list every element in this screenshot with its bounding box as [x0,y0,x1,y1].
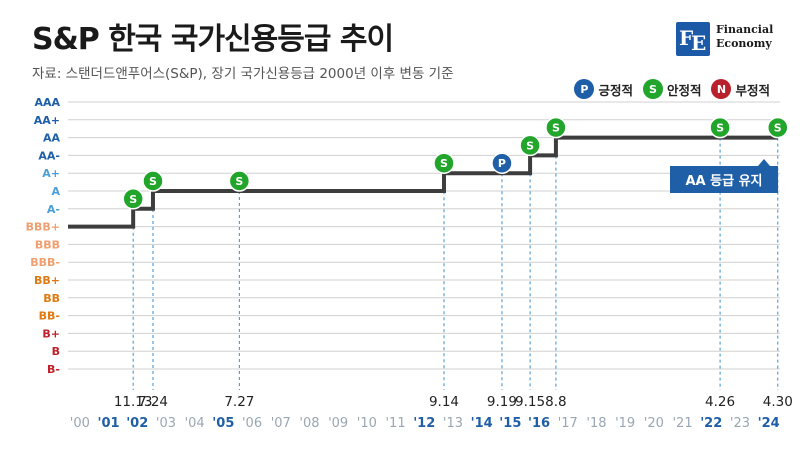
outlook-marker-label: S [129,193,137,206]
outlook-marker-icon [767,116,789,139]
legend-label: 긍정적 [598,82,633,98]
brand-name-line1: Financial [716,23,774,36]
x-year-label: '20 [644,416,664,431]
brand-logo: F E Financial Economy [676,22,786,58]
x-year-label: '12 [413,416,435,431]
x-year-label: '05 [212,416,234,431]
event-date-label: 4.30 [763,394,793,410]
x-year-label: '04 [185,416,205,431]
event-date-label: 7.27 [224,394,254,410]
x-year-label: '15 [499,416,521,431]
event-date-label: 7.24 [138,394,168,410]
y-tick-label: AA+ [34,114,60,127]
outlook-marker-icon [122,188,144,210]
outlook-marker-label: S [552,122,560,135]
x-year-label: '19 [615,416,635,431]
x-year-label: '02 [126,416,148,431]
brand-name: Financial Economy [716,23,773,51]
positive-outlook-icon: P [574,79,595,99]
rating-step-line [68,135,778,229]
x-year-label: '07 [271,416,291,431]
outlook-marker-icon [142,170,164,192]
stable-outlook-icon: S [642,79,663,99]
y-tick-label: BBB+ [26,221,60,234]
page-subtitle: 자료: 스탠더드앤푸어스(S&P), 장기 국가신용등급 2000년 이후 변동… [32,66,454,82]
callout-aa-maintained: AA 등급 유지 [670,159,778,193]
x-year-label: '03 [156,416,176,431]
outlook-marker-icon [433,152,455,174]
y-tick-label: A- [47,203,60,216]
y-tick-label: AAA [34,96,60,109]
brand-name-line2: Economy [716,37,772,50]
outlook-marker-icon [519,134,541,157]
outlook-marker-label: S [440,157,448,170]
outlook-marker-icon [709,116,731,139]
x-year-label: '08 [299,416,319,431]
legend-item-positive: P 긍정적 [574,79,633,99]
y-tick-label: B [52,345,60,358]
event-date-label: 11.13 [114,394,153,410]
event-date-label: 9.19 [487,394,517,410]
x-year-label: '13 [443,416,463,431]
y-tick-label: AA- [38,149,60,162]
x-year-label: '11 [385,416,405,431]
x-year-label: '06 [242,416,262,431]
x-year-label: '16 [528,416,550,431]
negative-outlook-icon: N [711,79,732,99]
y-tick-label: BB+ [34,274,60,287]
brand-mark-icon: F E [676,22,710,56]
outlook-marker-icon [491,152,513,174]
outlook-marker-label: S [716,122,724,135]
x-year-label: '24 [758,416,780,431]
x-year-label: '21 [672,416,692,431]
outlook-marker-label: P [498,157,506,170]
outlook-marker-label: S [774,122,782,135]
event-date-label: 8.8 [545,394,566,410]
outlook-marker-icon [545,116,567,139]
outlook-marker-icon [228,170,251,192]
y-tick-label: BB- [39,310,60,323]
y-tick-label: B- [47,363,60,376]
y-tick-label: B+ [42,327,60,340]
event-date-label: 9.14 [429,394,459,410]
x-year-label: '00 [70,416,90,431]
y-tick-label: BB [43,292,60,305]
y-tick-label: A [51,185,60,198]
y-tick-label: AA [43,132,61,145]
legend-label: 부정적 [735,82,770,98]
legend-label: 안정적 [666,82,702,98]
y-tick-label: BBB- [30,256,60,269]
x-year-label: '14 [471,416,493,431]
legend-item-stable: S 안정적 [642,79,702,99]
chart-legend: P 긍정적 S 안정적 N 부정적 [574,78,770,100]
outlook-marker-label: S [526,139,534,152]
outlook-marker-label: S [235,175,243,188]
x-year-label: '09 [328,416,348,431]
x-year-label: '17 [558,416,578,431]
outlook-marker-label: S [149,175,157,188]
x-year-label: '23 [730,416,750,431]
y-tick-label: A+ [42,167,60,180]
y-tick-label: BBB [35,238,60,251]
event-date-label: 4.26 [705,394,735,410]
event-date-label: 9.15 [515,394,545,410]
x-year-label: '01 [98,416,120,431]
legend-item-negative: N 부정적 [711,79,770,99]
page-title: S&P 한국 국가신용등급 추이 [32,22,394,57]
x-year-label: '22 [700,416,722,431]
x-year-label: '18 [586,416,606,431]
x-year-label: '10 [357,416,377,431]
